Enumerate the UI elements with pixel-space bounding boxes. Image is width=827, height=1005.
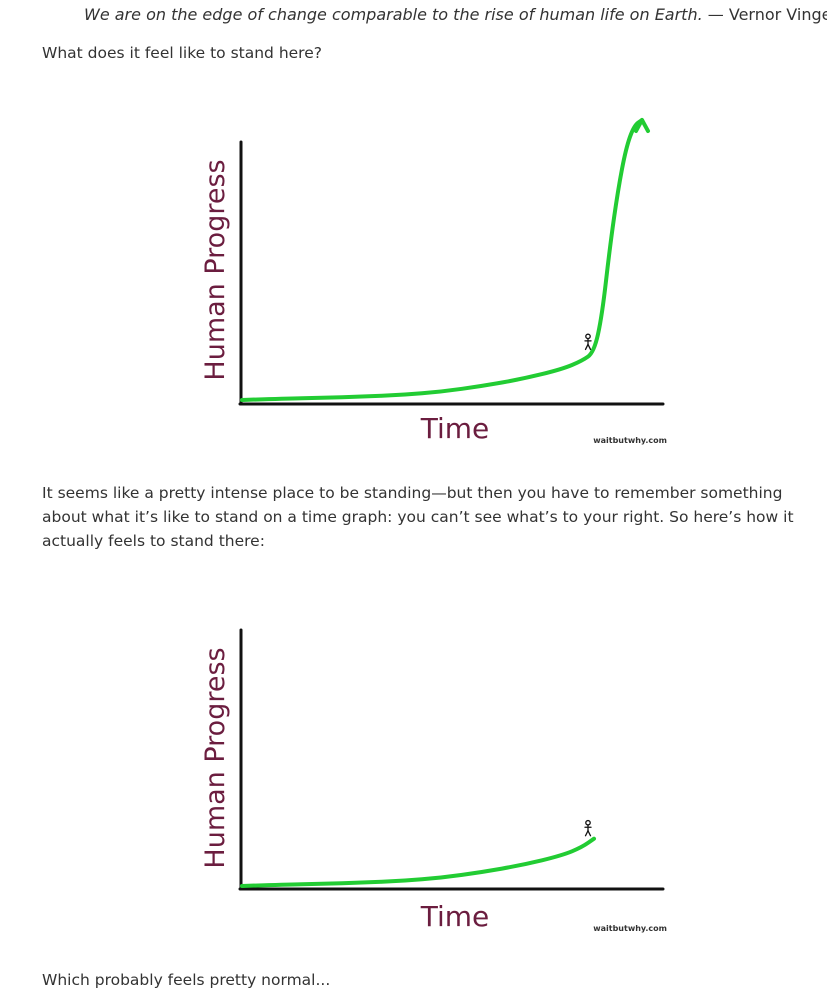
- credit-text: waitbutwhy.com: [593, 436, 667, 445]
- y-axis-label: Human Progress: [200, 647, 231, 868]
- stick-figure-leg-left: [584, 830, 589, 837]
- progress-chart-full: Human Progress Time waitbutwhy.com: [190, 100, 680, 460]
- stick-figure-icon: [584, 819, 592, 837]
- stick-figure-leg-left: [584, 343, 589, 351]
- stick-figure-leg-right: [587, 343, 592, 351]
- x-axis-label: Time: [420, 900, 490, 933]
- x-axis-label: Time: [420, 412, 490, 445]
- arrow-head-icon: [634, 118, 650, 133]
- stick-figure-icon: [584, 333, 592, 351]
- y-axis-label: Human Progress: [200, 159, 231, 380]
- progress-curve: [240, 118, 644, 402]
- quote-attribution: — Vernor Vinge: [702, 5, 827, 24]
- epigraph-quote: We are on the edge of change comparable …: [84, 4, 827, 26]
- credit-text: waitbutwhy.com: [593, 924, 667, 933]
- paragraph-explanation: It seems like a pretty intense place to …: [42, 484, 794, 550]
- quote-text: We are on the edge of change comparable …: [84, 5, 703, 24]
- progress-chart-visible-svg: Human Progress Time waitbutwhy.com: [200, 628, 667, 933]
- progress-chart-visible: Human Progress Time waitbutwhy.com: [190, 588, 680, 948]
- progress-chart-full-svg: Human Progress Time waitbutwhy.com: [200, 118, 667, 445]
- paragraph-intro: What does it feel like to stand here?: [42, 44, 322, 62]
- stick-figure-leg-right: [587, 830, 592, 837]
- progress-curve: [240, 836, 596, 888]
- paragraph-conclusion: Which probably feels pretty normal...: [42, 971, 331, 989]
